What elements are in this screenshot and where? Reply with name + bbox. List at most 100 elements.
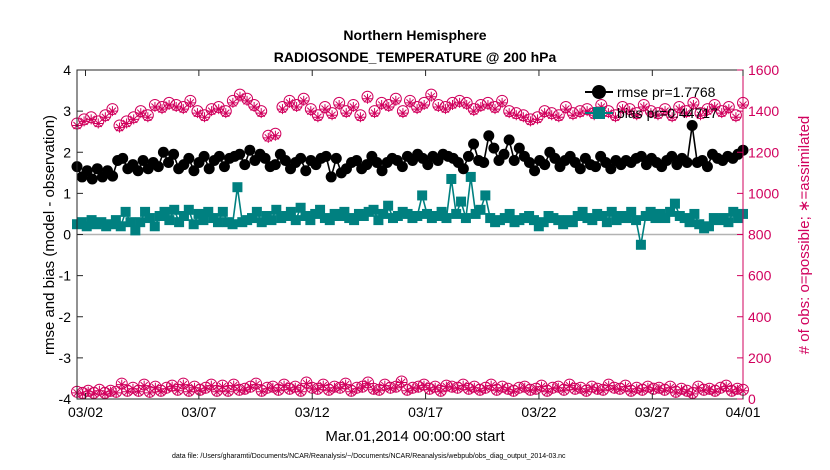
bias-point: [130, 225, 141, 236]
assimilated-point: [107, 106, 118, 117]
bias-point: [203, 206, 214, 217]
assimilated_bottom-point: [536, 381, 547, 392]
y-left-tick-label: 1: [63, 185, 71, 201]
y-right-tick-label: 1000: [748, 185, 779, 201]
y-left-tick-label: 2: [63, 144, 71, 160]
assimilated-point: [178, 104, 189, 115]
rmse-point: [234, 148, 246, 160]
y-right-tick-label: 600: [748, 268, 772, 284]
assimilated_bottom-point: [542, 386, 553, 397]
assimilated_bottom-point: [357, 382, 368, 393]
rmse-point: [107, 170, 119, 182]
rmse-point: [376, 165, 388, 177]
data-file-footnote: data file: /Users/gharamti/Documents/NCA…: [172, 453, 566, 460]
assimilated_bottom-point: [144, 387, 155, 398]
assimilated-point: [298, 95, 309, 106]
bias-point: [538, 217, 549, 228]
assimilated_bottom-point: [284, 384, 295, 395]
assimilated-point: [128, 114, 139, 125]
legend-bias-label: bias pr=0.44717: [617, 105, 718, 121]
assimilated_bottom-point: [239, 384, 250, 395]
x-tick-label: 03/07: [181, 404, 216, 420]
assimilated_bottom-point: [670, 387, 681, 398]
assimilated_bottom-point: [178, 379, 189, 390]
assimilated_bottom-point: [665, 382, 676, 393]
legend-rmse-label: rmse pr=1.7768: [617, 84, 716, 100]
assimilated_bottom-point: [598, 385, 609, 396]
bias-point: [446, 173, 457, 184]
chart-title-line-1: Northern Hemisphere: [343, 27, 486, 43]
assimilated_bottom-point: [351, 383, 362, 394]
assimilated-point: [539, 108, 550, 119]
rmse-point: [86, 173, 98, 185]
assimilated-point: [617, 104, 628, 115]
assimilated_bottom-point: [150, 382, 161, 393]
assimilated_bottom-point: [94, 385, 105, 396]
bias-point: [441, 213, 452, 224]
assimilated_bottom-point: [385, 383, 396, 394]
rmse-point: [457, 163, 469, 175]
assimilated-point: [256, 108, 267, 119]
assimilated_bottom-point: [195, 385, 206, 396]
assimilated-point: [518, 112, 529, 123]
bias-point: [144, 213, 155, 224]
assimilated_bottom-point: [256, 386, 267, 397]
assimilated_bottom-point: [592, 384, 603, 395]
rmse-point: [513, 142, 525, 154]
rmse-point: [91, 163, 103, 175]
y-right-tick-label: 1200: [748, 144, 779, 160]
bias-point: [193, 208, 204, 219]
bias-point: [266, 215, 277, 226]
assimilated-point: [688, 99, 699, 110]
bias-point: [174, 217, 185, 228]
rmse-point: [269, 159, 281, 171]
x-tick-label: 03/02: [68, 404, 103, 420]
assimilated-point: [270, 130, 281, 141]
y-right-tick-label: 1400: [748, 103, 779, 119]
assimilated_bottom-point: [413, 382, 424, 393]
assimilated_bottom-point: [441, 381, 452, 392]
bias-point: [227, 219, 238, 230]
assimilated_bottom-point: [497, 382, 508, 393]
bias-point: [198, 215, 209, 226]
assimilated-point: [490, 104, 501, 115]
bias-point: [645, 206, 656, 217]
assimilated-point: [397, 108, 408, 119]
bias-point: [606, 206, 617, 217]
assimilated_bottom-point: [575, 383, 586, 394]
assimilated_bottom-point: [570, 384, 581, 395]
bias-point: [689, 208, 700, 219]
bias-point: [378, 208, 389, 219]
assimilated-point: [199, 112, 210, 123]
assimilated_bottom-point: [435, 386, 446, 397]
bias-point: [125, 217, 136, 228]
assimilated-point: [171, 102, 182, 113]
assimilated-point: [582, 106, 593, 117]
y-right-tick-label: 0: [748, 391, 756, 407]
assimilated_bottom-point: [279, 380, 290, 391]
rmse-point: [666, 150, 678, 162]
bias-point: [567, 217, 578, 228]
rmse-point: [478, 157, 490, 169]
x-tick-label: 03/22: [521, 404, 556, 420]
y-right-tick-label: 200: [748, 350, 772, 366]
assimilated-point: [327, 110, 338, 121]
assimilated-point: [369, 108, 380, 119]
rmse-point: [483, 130, 495, 142]
assimilated_bottom-point: [631, 383, 642, 394]
assimilated_bottom-point: [642, 382, 653, 393]
assimilated_bottom-point: [530, 384, 541, 395]
rmse-point: [503, 134, 515, 146]
assimilated_bottom-point: [211, 386, 222, 397]
assimilated_bottom-point: [340, 379, 351, 390]
assimilated_bottom-point: [553, 382, 564, 393]
rmse-point: [157, 146, 169, 158]
assimilated_bottom-point: [307, 383, 318, 394]
assimilated_bottom-point: [189, 382, 200, 393]
assimilated_bottom-point: [463, 384, 474, 395]
y-left-tick-label: -1: [59, 268, 72, 284]
rmse-point: [213, 150, 225, 162]
assimilated-point: [709, 102, 720, 113]
axis-layer: -4 -3 -2 -1 0 1 2 3 4 0 200 400 600 800 1000 1200 1400 16…: [59, 62, 780, 420]
rmse-point: [168, 148, 180, 160]
